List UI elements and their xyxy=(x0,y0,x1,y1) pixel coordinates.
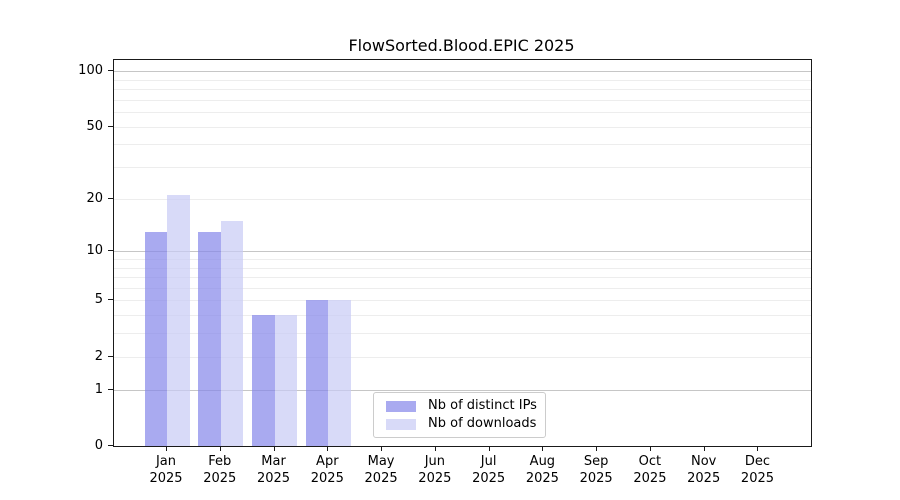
x-tick-label-may: May 2025 xyxy=(341,453,421,487)
x-tick-label-nov: Nov 2025 xyxy=(664,453,744,487)
gridline-minor-5 xyxy=(114,300,811,302)
x-tick-year-dec: 2025 xyxy=(740,471,775,486)
bar-downloads-jan xyxy=(167,194,190,446)
x-tick-year-jan: 2025 xyxy=(149,471,183,486)
x-tick-year-mar: 2025 xyxy=(256,471,291,486)
gridline-minor-40 xyxy=(114,144,811,146)
legend-label-distinct-ips: Nb of distinct IPs xyxy=(428,398,537,413)
gridline-minor-2 xyxy=(114,356,811,358)
x-tick-label-dec: Dec 2025 xyxy=(717,453,797,487)
y-tick-label-1: 1 xyxy=(94,381,103,397)
y-tick-mark-100 xyxy=(108,70,113,72)
y-tick-mark-2 xyxy=(108,355,113,357)
x-tick-label-mar: Mar 2025 xyxy=(234,453,314,487)
gridline-minor-90 xyxy=(114,79,811,81)
x-tick-label-oct: Oct 2025 xyxy=(610,453,690,487)
x-tick-mark-feb xyxy=(219,446,221,451)
x-tick-mark-mar xyxy=(273,446,275,451)
y-tick-label-10: 10 xyxy=(86,243,103,259)
x-tick-label-sep: Sep 2025 xyxy=(556,453,636,487)
plot-area xyxy=(113,59,812,447)
x-tick-label-apr: Apr 2025 xyxy=(287,453,367,487)
y-tick-mark-1 xyxy=(108,388,113,390)
y-tick-label-0: 0 xyxy=(94,438,103,453)
x-tick-year-aug: 2025 xyxy=(525,471,559,486)
legend-swatch-distinct-ips xyxy=(386,400,416,412)
x-tick-mark-apr xyxy=(327,446,329,451)
legend-item-distinct-ips: Nb of distinct IPs xyxy=(386,399,545,413)
gridline-minor-50 xyxy=(114,126,811,128)
legend: Nb of distinct IPs Nb of downloads xyxy=(373,392,546,438)
gridline-major-100 xyxy=(114,71,811,73)
y-tick-mark-50 xyxy=(108,125,113,127)
gridline-minor-70 xyxy=(114,99,811,101)
gridline-minor-6 xyxy=(114,287,811,289)
gridline-minor-7 xyxy=(114,277,811,279)
x-tick-mark-nov xyxy=(703,446,705,451)
x-tick-mark-sep xyxy=(596,446,598,451)
x-tick-year-may: 2025 xyxy=(364,471,398,486)
x-tick-year-jul: 2025 xyxy=(472,471,506,486)
y-tick-mark-20 xyxy=(108,197,113,199)
x-tick-year-nov: 2025 xyxy=(687,471,721,486)
y-tick-label-50: 50 xyxy=(86,118,103,134)
x-tick-mark-dec xyxy=(757,446,759,451)
y-tick-label-20: 20 xyxy=(86,190,103,206)
x-tick-label-jan: Jan 2025 xyxy=(126,453,206,487)
x-tick-label-jul: Jul 2025 xyxy=(449,453,529,487)
gridline-minor-8 xyxy=(114,267,811,269)
bar-distinct-ips-apr xyxy=(305,300,329,446)
gridline-minor-30 xyxy=(114,167,811,169)
y-tick-mark-0 xyxy=(108,445,113,446)
x-tick-year-apr: 2025 xyxy=(310,471,344,486)
x-tick-year-oct: 2025 xyxy=(633,471,667,486)
bar-downloads-mar xyxy=(274,315,298,446)
x-tick-mark-oct xyxy=(649,446,651,451)
x-tick-mark-jun xyxy=(434,446,436,451)
gridline-minor-9 xyxy=(114,259,811,260)
gridline-minor-3 xyxy=(114,333,811,335)
legend-label-downloads: Nb of downloads xyxy=(428,416,537,431)
x-tick-label-aug: Aug 2025 xyxy=(502,453,582,487)
chart-title: FlowSorted.Blood.EPIC 2025 xyxy=(348,36,575,55)
x-tick-mark-aug xyxy=(542,446,544,451)
bar-downloads-apr xyxy=(328,300,351,446)
bar-distinct-ips-feb xyxy=(198,231,221,446)
legend-item-downloads: Nb of downloads xyxy=(386,417,545,431)
y-tick-label-100: 100 xyxy=(78,63,103,79)
y-tick-mark-10 xyxy=(108,250,113,252)
gridline-minor-20 xyxy=(114,198,811,200)
gridline-minor-60 xyxy=(114,112,811,114)
y-tick-label-5: 5 xyxy=(94,292,103,308)
x-tick-mark-jan xyxy=(166,446,167,451)
bar-distinct-ips-jan xyxy=(144,231,167,446)
x-tick-year-sep: 2025 xyxy=(579,471,613,486)
x-tick-mark-may xyxy=(381,446,383,451)
y-tick-label-2: 2 xyxy=(94,348,103,364)
gridline-major-10 xyxy=(114,251,811,253)
bar-distinct-ips-mar xyxy=(252,315,275,446)
gridline-major-1 xyxy=(114,389,811,391)
gridline-minor-80 xyxy=(114,89,811,91)
bar-downloads-feb xyxy=(220,220,244,446)
x-tick-label-jun: Jun 2025 xyxy=(395,453,475,487)
x-tick-year-feb: 2025 xyxy=(203,471,237,486)
gridline-minor-4 xyxy=(114,315,811,317)
legend-swatch-downloads xyxy=(386,418,416,430)
x-tick-mark-jul xyxy=(488,446,490,451)
y-tick-mark-5 xyxy=(108,299,113,301)
x-tick-label-feb: Feb 2025 xyxy=(180,453,260,487)
x-tick-year-jun: 2025 xyxy=(418,471,452,486)
